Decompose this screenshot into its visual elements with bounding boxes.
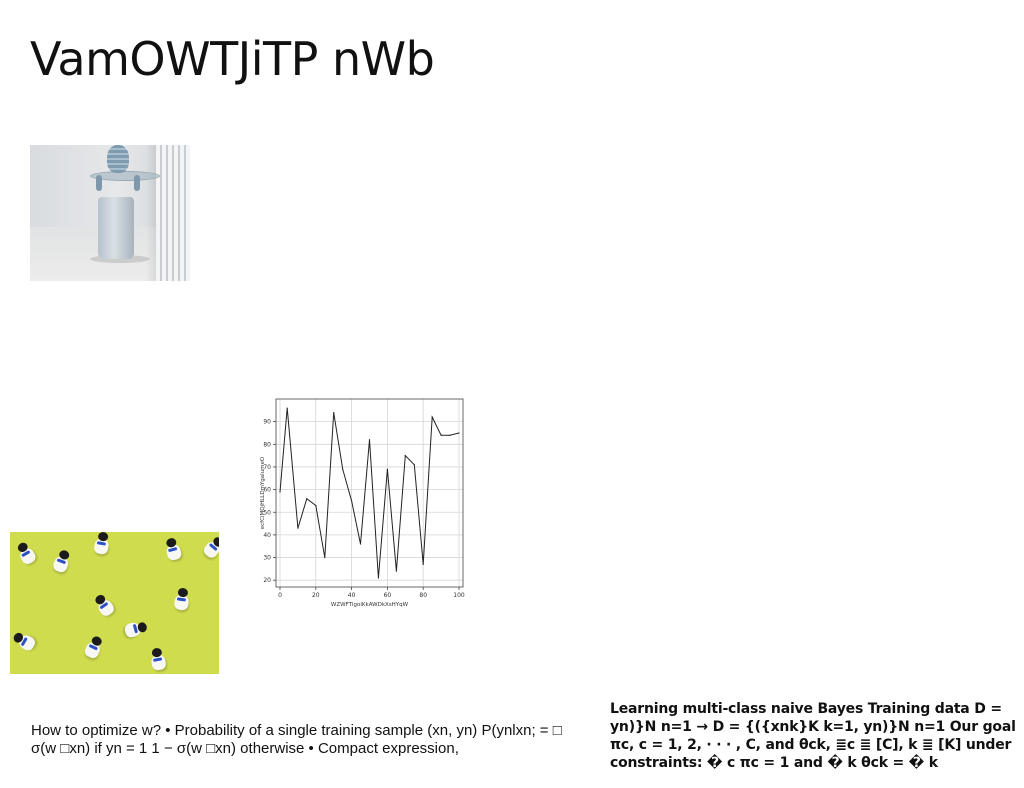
interior-photo: [30, 145, 190, 281]
y-tick-label: 80: [263, 441, 271, 448]
photo-vase: [107, 145, 129, 173]
plot-frame: [275, 398, 464, 588]
figurine: [148, 647, 168, 672]
figurine: [201, 533, 219, 560]
y-tick-label: 20: [263, 577, 271, 584]
photo-radiator-shadow: [146, 145, 156, 281]
y-axis-label: ecfCiMQjHLLDmYgalumeO: [260, 456, 266, 529]
data-point: [333, 411, 335, 414]
line-chart: 0 20 40 60 80 100 20 30 40 50 60 70 80 90 WZWFTlgoiKkA…: [243, 395, 473, 610]
data-point: [342, 468, 344, 470]
data-point: [395, 570, 397, 572]
x-tick-label: 60: [384, 592, 392, 599]
figurine: [123, 618, 148, 639]
line-chart-svg: 0 20 40 60 80 100 20 30 40 50 60 70 80 90 WZWFTlgoiKkA…: [260, 398, 465, 608]
data-point: [286, 407, 288, 409]
y-tick-label: 50: [263, 509, 271, 516]
data-point: [315, 504, 317, 507]
data-point: [404, 455, 406, 457]
figurine: [51, 548, 74, 574]
data-point: [359, 543, 362, 545]
data-point: [306, 498, 308, 500]
x-tick-label: 40: [348, 592, 356, 599]
photo-mini-vase: [96, 175, 102, 191]
data-point: [386, 468, 388, 470]
data-point: [458, 432, 460, 434]
data-point: [431, 416, 433, 418]
y-tick-label: 60: [263, 487, 271, 494]
figurine: [14, 539, 39, 567]
data-point: [449, 434, 451, 436]
right-paragraph: Learning multi-class naive Bayes Trainin…: [610, 701, 1016, 771]
x-tick-label: 0: [278, 592, 282, 599]
slide-title: VamOWTJiTP nWb: [30, 32, 435, 86]
y-tick-label: 40: [263, 532, 271, 539]
figurine: [10, 629, 38, 654]
figurines-photo: [10, 532, 219, 674]
x-axis-label: WZWFTlgoiKkAWDkXsHYqW: [331, 602, 409, 608]
photo-stump-table: [98, 197, 134, 259]
data-point: [324, 556, 326, 559]
figurine: [173, 587, 192, 611]
photo-mini-vase: [134, 175, 140, 191]
photo-base-shadow: [90, 255, 150, 263]
y-tick-label: 90: [263, 419, 271, 426]
figurine: [82, 634, 106, 661]
data-point: [368, 439, 371, 441]
figurine: [91, 591, 117, 619]
series-line: [279, 408, 460, 578]
y-tick-label: 70: [263, 464, 271, 471]
x-tick-label: 80: [419, 592, 427, 599]
photo-glass-tabletop: [90, 171, 160, 181]
figurine: [162, 536, 183, 562]
data-point: [422, 563, 424, 565]
y-tick-label: 30: [263, 555, 271, 562]
figurine: [92, 532, 112, 556]
data-point: [351, 500, 353, 502]
photo-radiator: [156, 145, 190, 281]
x-tick-label: 100: [453, 592, 465, 599]
data-point: [440, 434, 442, 436]
data-point: [377, 577, 380, 579]
data-point: [297, 527, 299, 529]
data-point: [279, 491, 281, 493]
left-paragraph: How to optimize w? • Probability of a si…: [31, 722, 562, 757]
data-point: [413, 464, 415, 466]
x-tick-label: 20: [312, 592, 320, 599]
